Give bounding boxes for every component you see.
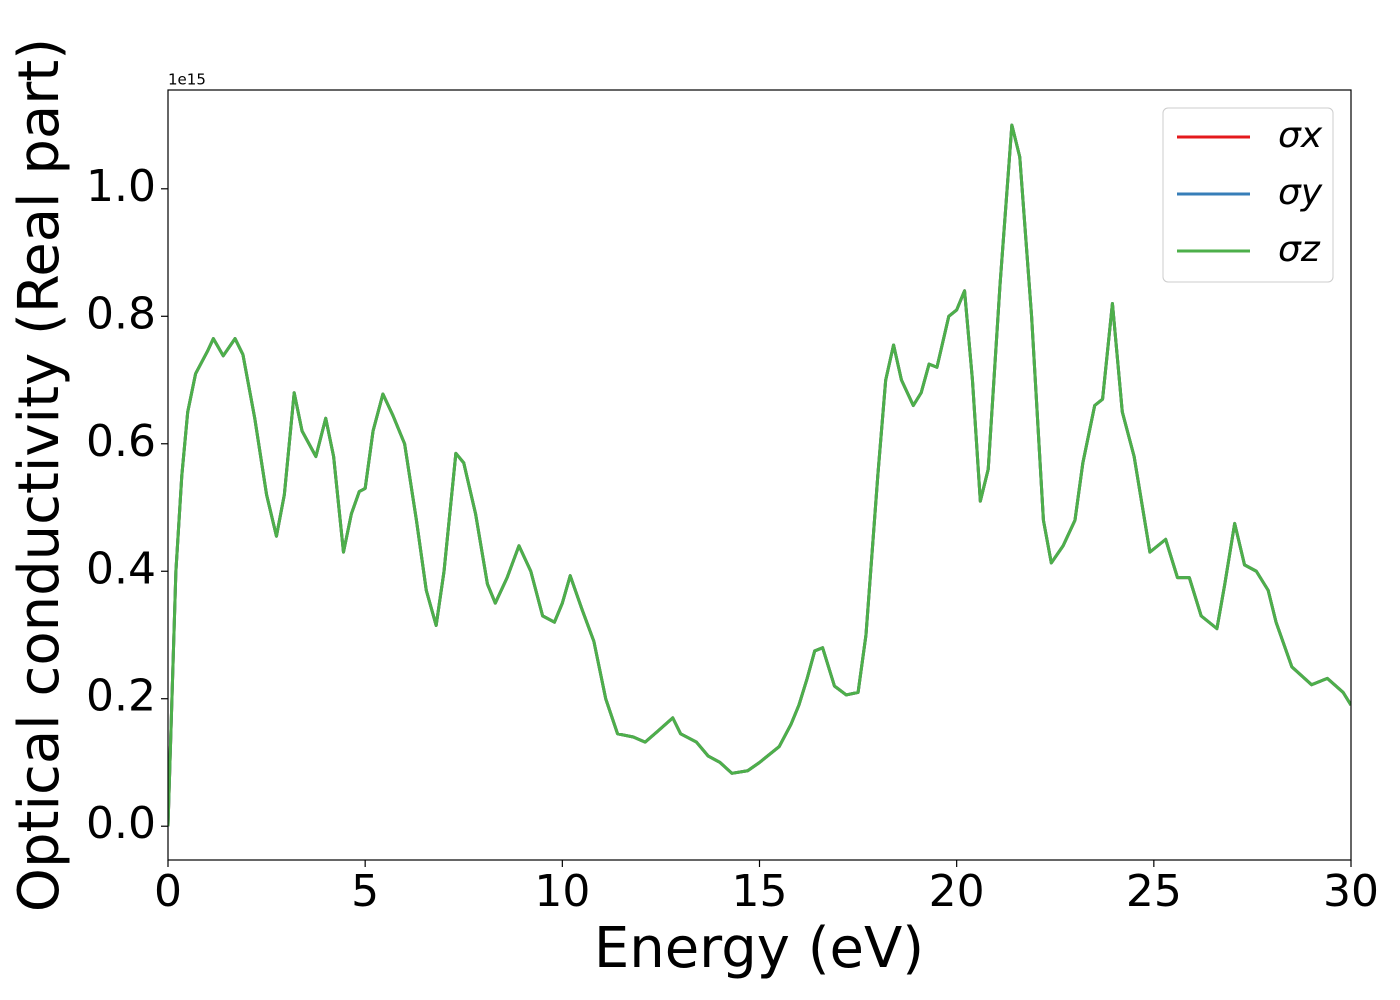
- x-tick-label: 15: [732, 866, 788, 917]
- x-tick-label: 30: [1323, 866, 1379, 917]
- y-tick-label: 0.2: [86, 671, 156, 722]
- series-line: [168, 123, 1351, 827]
- y-tick-label: 0.8: [86, 288, 156, 339]
- y-tick-label: 0.6: [86, 416, 156, 467]
- y-tick-label: 0.4: [86, 543, 156, 594]
- x-tick-label: 5: [351, 866, 379, 917]
- x-tick-label: 0: [154, 866, 182, 917]
- x-axis-label: Energy (eV): [594, 916, 924, 981]
- legend-label: σy: [1278, 172, 1323, 213]
- legend-label: σx: [1278, 115, 1323, 156]
- x-tick-label: 10: [534, 866, 590, 917]
- x-tick-label: 20: [929, 866, 985, 917]
- y-offset-label: 1e15: [168, 71, 206, 89]
- x-tick-label: 25: [1126, 866, 1182, 917]
- y-tick-label: 0.0: [86, 798, 156, 849]
- plot-frame: [167, 89, 1352, 861]
- legend-label: σz: [1278, 229, 1321, 270]
- y-axis-label: Optical conductivity (Real part): [7, 38, 72, 912]
- y-tick-label: 1.0: [86, 161, 156, 212]
